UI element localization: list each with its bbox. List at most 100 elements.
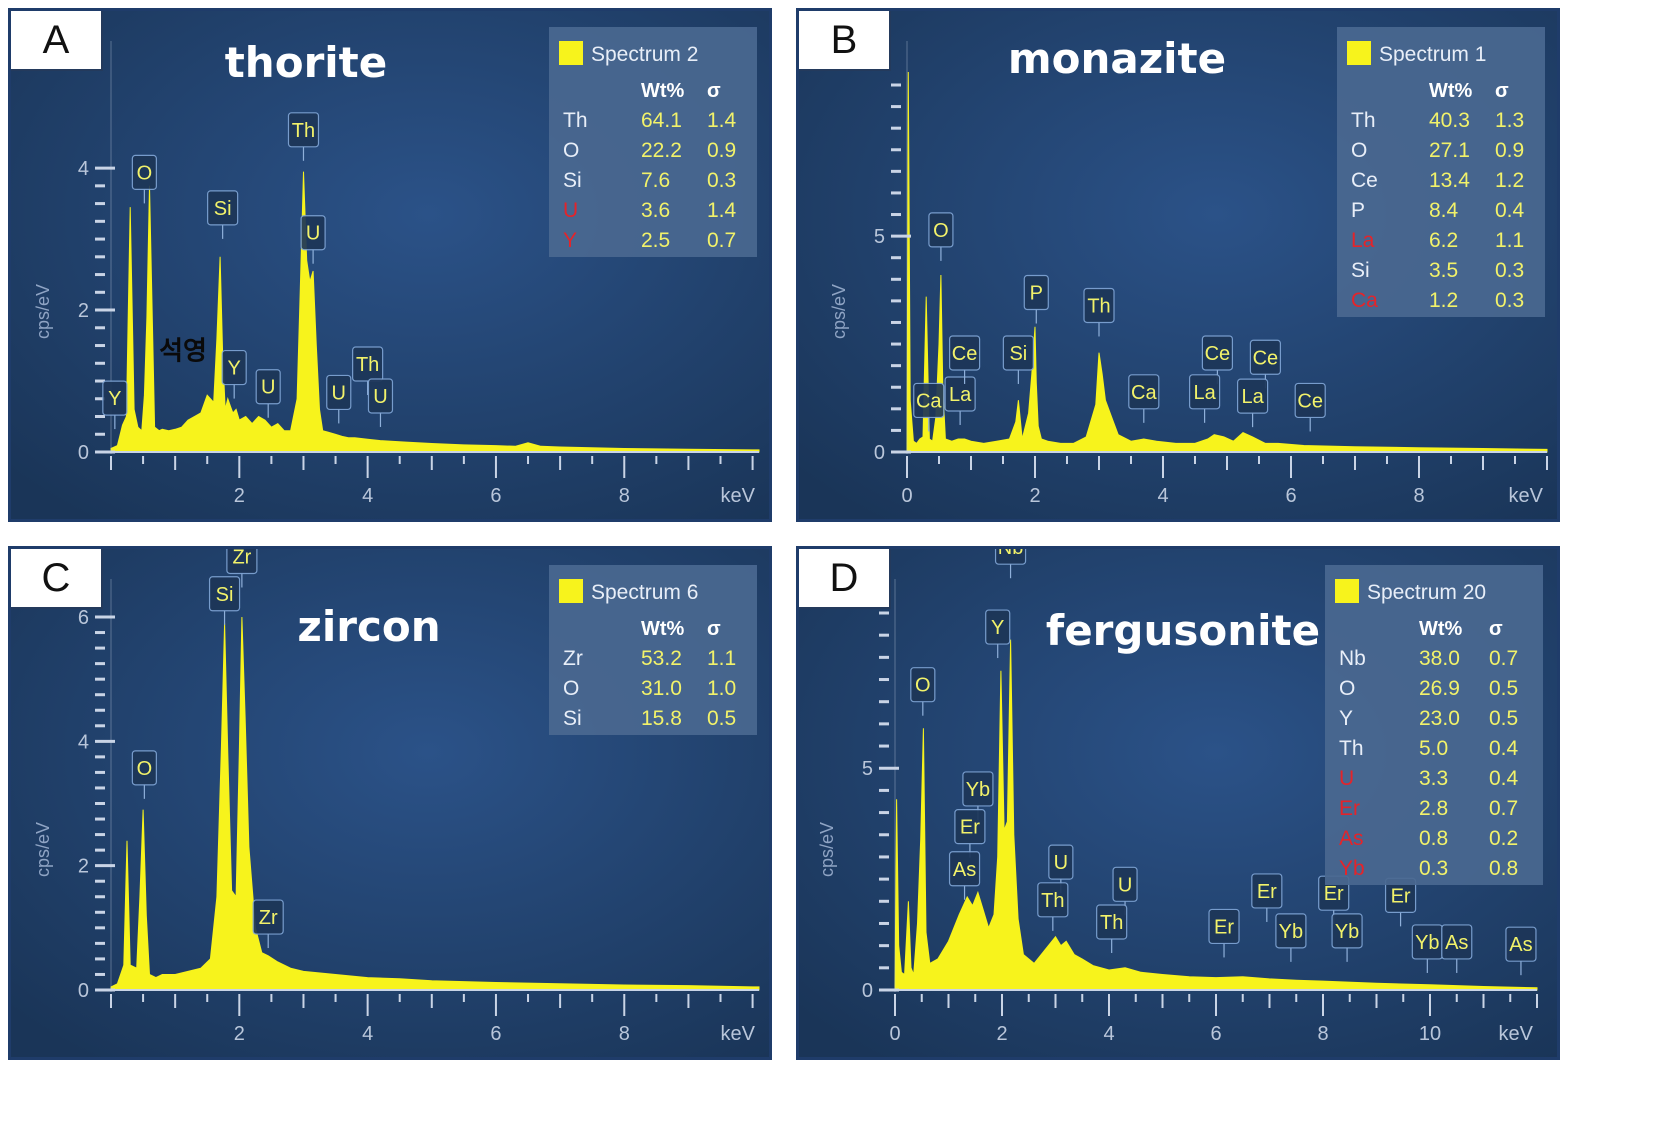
- legend-swatch: [559, 579, 583, 603]
- peak-label: Nb: [994, 549, 1027, 579]
- legend-wt-value: 3.6: [641, 199, 670, 222]
- peak-label: As: [1505, 926, 1537, 976]
- peak-label-text: Zr: [232, 549, 251, 568]
- peak-label: O: [131, 750, 157, 799]
- legend-wt-value: 3.3: [1419, 767, 1448, 790]
- y-tick-label: 2: [78, 856, 89, 878]
- legend-element: Ce: [1351, 169, 1378, 192]
- legend-wt-value: 6.2: [1429, 229, 1458, 252]
- peak-label: Ca: [913, 382, 945, 432]
- legend-sigma-value: 0.3: [707, 169, 736, 192]
- legend-background: [1325, 565, 1543, 885]
- peak-label-text: Nb: [998, 549, 1024, 559]
- peak-label: Ce: [1201, 335, 1233, 384]
- peak-label: U: [255, 369, 281, 418]
- y-tick-label: 6: [78, 607, 89, 629]
- legend-element: Ca: [1351, 289, 1378, 312]
- x-tick-label: 6: [1285, 485, 1296, 507]
- panel-label-c: C: [11, 549, 103, 609]
- y-axis-title: cps/eV: [33, 284, 53, 339]
- peak-label: Th: [1096, 904, 1128, 953]
- x-tick-label: 4: [362, 1023, 373, 1045]
- peak-label-text: Er: [960, 817, 980, 839]
- peak-label-text: Er: [1391, 885, 1411, 907]
- annotation-text: 석영: [159, 337, 207, 367]
- peak-label: Ce: [1249, 339, 1281, 389]
- peak-label-text: Ce: [1253, 347, 1279, 369]
- legend: Spectrum 6 Wt% σ Zr 53.2 1.1 O 31.0 1.0 Si 15.8 0.5: [549, 565, 757, 735]
- legend-element: Si: [563, 169, 582, 192]
- legend: Spectrum 20 Wt% σ Nb 38.0 0.7 O 26.9 0.5 Y 23.0 0.5…: [1325, 565, 1543, 885]
- peak-label: O: [910, 667, 936, 716]
- peak-label-text: O: [137, 758, 153, 780]
- peak-label: La: [1237, 378, 1269, 428]
- legend-element: Si: [1351, 259, 1370, 282]
- peak-label: Yb: [1411, 924, 1443, 973]
- panel-d: 0246810keV05cps/eVfergusoniteOYNbYbErAsU…: [796, 546, 1560, 1060]
- chart-b: 0 2 4 6 8 keV 0 5 cps/eV monazite Ca La O Ce Si P Th Ca Ce…: [799, 11, 1557, 519]
- peak-label-text: La: [949, 384, 972, 406]
- legend-swatch: [559, 41, 583, 65]
- legend-swatch: [1347, 41, 1371, 65]
- legend-wt-value: 27.1: [1429, 139, 1470, 162]
- chart-title: monazite: [1008, 34, 1226, 83]
- peak-label-text: As: [1445, 932, 1468, 954]
- peak-label: La: [944, 376, 976, 425]
- legend-sigma-value: 0.5: [707, 707, 736, 730]
- panel-label-b: B: [799, 11, 891, 71]
- legend-wt-value: 31.0: [641, 677, 682, 700]
- peak-label-text: Ca: [1131, 382, 1157, 404]
- spectrum-area: [894, 639, 1538, 991]
- y-tick-label: 5: [862, 758, 873, 780]
- peak-label: Si: [208, 576, 241, 625]
- peak-label-text: Er: [1214, 916, 1234, 938]
- y-axis-title: cps/eV: [33, 822, 53, 877]
- legend-wt-value: 2.5: [641, 229, 670, 252]
- peak-label: O: [131, 154, 157, 204]
- legend-wt-value: 7.6: [641, 169, 670, 192]
- peak-label: Zr: [226, 549, 258, 588]
- peak-label: Y: [985, 609, 1011, 659]
- peak-label: Ce: [949, 335, 981, 384]
- panel-b: 0 2 4 6 8 keV 0 5 cps/eV monazite Ca La O Ce Si P Th Ca Ce…: [796, 8, 1560, 522]
- peak-label-text: Yb: [966, 779, 990, 801]
- legend-header-sigma: σ: [1489, 618, 1503, 640]
- x-tick-label: 8: [1413, 485, 1424, 507]
- peak-label: Th: [287, 112, 320, 161]
- legend-wt-value: 64.1: [641, 109, 682, 132]
- legend-wt-value: 2.8: [1419, 797, 1448, 820]
- legend-element: O: [1351, 139, 1367, 162]
- legend-element: As: [1339, 827, 1364, 850]
- peak-label-text: Th: [1041, 890, 1064, 912]
- legend-sigma-value: 0.4: [1495, 199, 1525, 222]
- chart-title: zircon: [297, 602, 440, 651]
- peak-label-text: Yb: [1335, 921, 1359, 943]
- legend-wt-value: 22.2: [641, 139, 682, 162]
- peak-label-text: Th: [1100, 912, 1123, 934]
- legend-wt-value: 26.9: [1419, 677, 1460, 700]
- y-axis-title: cps/eV: [817, 822, 837, 877]
- legend-sigma-value: 0.3: [1495, 259, 1524, 282]
- legend: Spectrum 1 Wt% σ Th 40.3 1.3 O 27.1 0.9 Ce 13.4 1.2…: [1337, 27, 1545, 317]
- legend-background: [549, 27, 757, 257]
- legend-title: Spectrum 1: [1379, 43, 1486, 66]
- legend-element: Th: [563, 109, 588, 132]
- panel-c: 2 4 6 8 keV 0 2 4 6 cps/eV zircon O Si Zr Zr Spectrum 6…: [8, 546, 772, 1060]
- chart-d: 0246810keV05cps/eVfergusoniteOYNbYbErAsU…: [799, 549, 1557, 1057]
- peak-label: O: [928, 212, 954, 261]
- peak-label-text: Yb: [1279, 921, 1303, 943]
- legend-background: [1337, 27, 1545, 317]
- legend-wt-value: 1.2: [1429, 289, 1458, 312]
- legend-wt-value: 13.4: [1429, 169, 1470, 192]
- peak-label: As: [1441, 924, 1473, 973]
- legend-sigma-value: 0.2: [1489, 827, 1518, 850]
- peak-label-text: As: [1509, 934, 1532, 956]
- legend-sigma-value: 0.7: [707, 229, 736, 252]
- legend-sigma-value: 0.3: [1495, 289, 1524, 312]
- panel-label-a: A: [11, 11, 103, 71]
- legend-element: Y: [1339, 707, 1353, 730]
- peak-label-text: Ce: [1205, 343, 1231, 365]
- legend-sigma-value: 0.7: [1489, 797, 1518, 820]
- legend-background: [549, 565, 757, 735]
- x-tick-label: 2: [234, 485, 245, 507]
